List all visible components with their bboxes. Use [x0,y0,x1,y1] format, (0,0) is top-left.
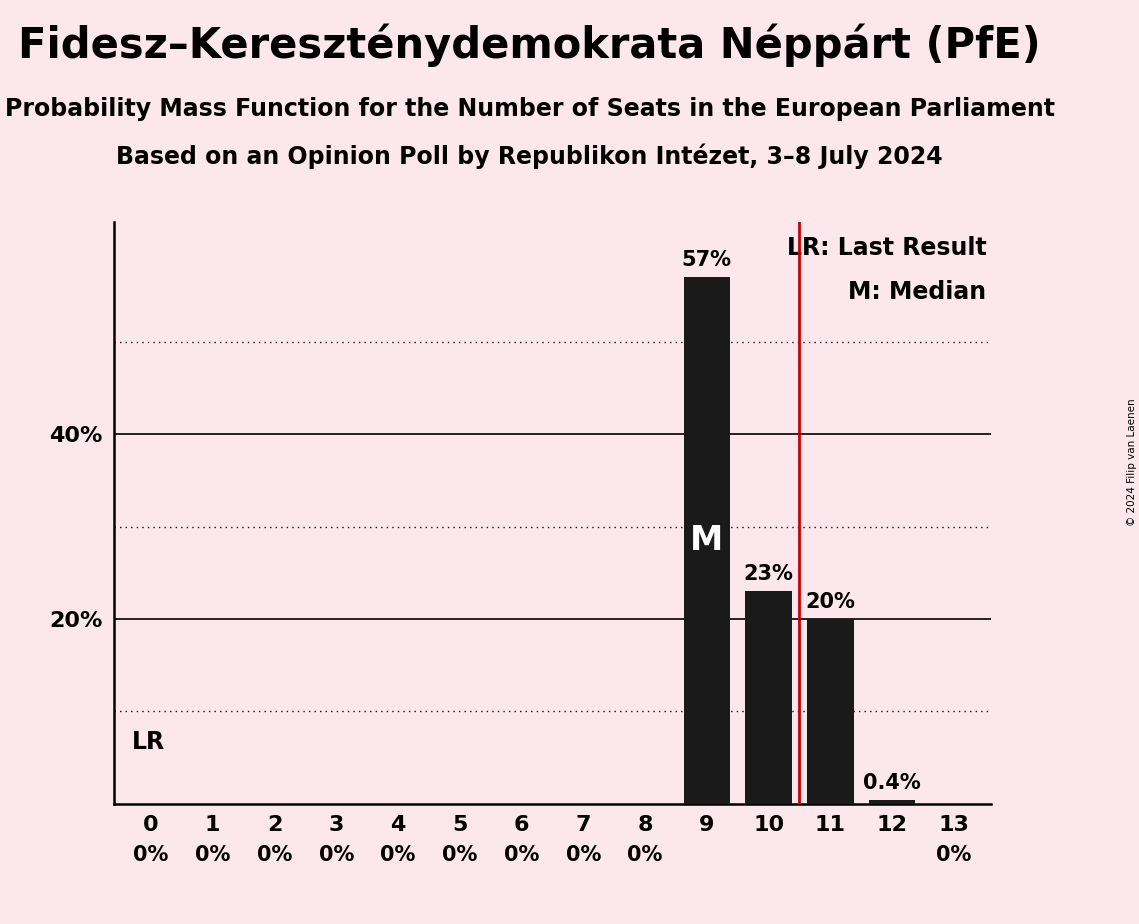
Text: 0%: 0% [566,845,601,866]
Text: LR: LR [131,730,164,754]
Text: 0%: 0% [133,845,169,866]
Text: 0%: 0% [628,845,663,866]
Text: Fidesz–Kereszténydemokrata Néppárt (PfE): Fidesz–Kereszténydemokrata Néppárt (PfE) [18,23,1041,67]
Text: Probability Mass Function for the Number of Seats in the European Parliament: Probability Mass Function for the Number… [5,97,1055,121]
Text: 57%: 57% [682,249,732,270]
Text: 0%: 0% [936,845,972,866]
Text: 0%: 0% [380,845,416,866]
Text: Based on an Opinion Poll by Republikon Intézet, 3–8 July 2024: Based on an Opinion Poll by Republikon I… [116,143,943,169]
Text: 0%: 0% [319,845,354,866]
Text: © 2024 Filip van Laenen: © 2024 Filip van Laenen [1126,398,1137,526]
Bar [683,277,730,804]
Text: LR: Last Result: LR: Last Result [787,237,986,261]
Text: 0%: 0% [195,845,230,866]
Text: 0%: 0% [442,845,477,866]
Text: 0%: 0% [503,845,539,866]
Text: 20%: 20% [805,591,855,612]
Bar [745,591,792,804]
Bar [869,800,916,804]
Text: 23%: 23% [744,564,794,584]
Bar [808,619,853,804]
Text: M: M [690,524,723,557]
Text: 0%: 0% [256,845,293,866]
Text: 0.4%: 0.4% [863,772,921,793]
Text: M: Median: M: Median [849,280,986,304]
